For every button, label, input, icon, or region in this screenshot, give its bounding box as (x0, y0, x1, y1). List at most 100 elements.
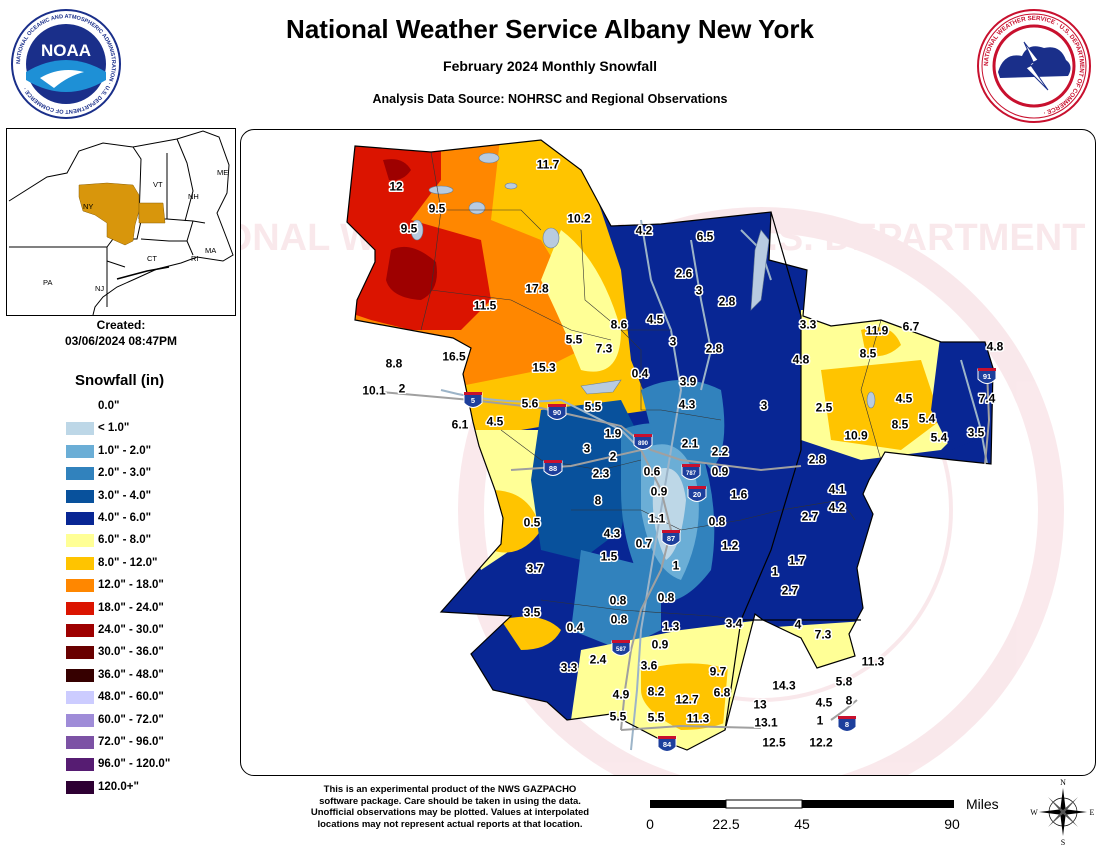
legend-label: 96.0" - 120.0" (98, 758, 171, 771)
observation-label: 4 (795, 618, 802, 632)
legend-swatch (66, 646, 94, 660)
legend-item: 120.0+" (66, 777, 226, 799)
observation-label: 5.4 (919, 412, 936, 426)
observation-label: 1 (772, 565, 779, 579)
observation-label: 9.7 (710, 665, 727, 679)
observation-label: 0.9 (651, 485, 668, 499)
observation-label: 8.5 (860, 347, 877, 361)
legend-item: 96.0" - 120.0" (66, 754, 226, 776)
observation-label: 3.5 (524, 606, 541, 620)
observation-label: 2.4 (590, 653, 607, 667)
legend-label: 6.0" - 8.0" (98, 534, 152, 547)
observation-label: 9.5 (401, 222, 418, 236)
observation-label: 17.8 (525, 282, 549, 296)
observation-label: 3.4 (726, 617, 743, 631)
disclaimer: This is an experimental product of the N… (282, 784, 618, 830)
lakes (410, 152, 876, 409)
snowfall-map-panel: NATIONAL WEATHER SERVICE · U.S. DEPARTME… (240, 129, 1096, 776)
observation-label: 1.6 (731, 488, 748, 502)
observation-label: 11.7 (537, 158, 560, 172)
legend-label: 120.0+" (98, 780, 139, 793)
legend-item: 36.0" - 48.0" (66, 665, 226, 687)
observation-label: 2.7 (802, 510, 819, 524)
observation-label: 0.8 (709, 515, 726, 529)
observation-label: 3 (670, 335, 677, 349)
inset-label-ny: NY (83, 202, 93, 211)
observation-label: 7.3 (596, 342, 613, 356)
map-subtitle: February 2024 Monthly Snowfall (443, 58, 657, 74)
highway-shield-i5: 5 (463, 392, 483, 408)
observation-label: 11.3 (862, 655, 885, 669)
legend-label: 24.0" - 30.0" (98, 624, 164, 636)
observation-label: 0.4 (632, 367, 649, 381)
observation-label: 0.8 (610, 594, 627, 608)
scale-tick-label: 0 (646, 816, 654, 832)
inset-label-ct: CT (147, 254, 157, 263)
observation-label: 4.8 (793, 353, 810, 367)
observation-label: 16.5 (442, 350, 466, 364)
observation-label: 10.9 (844, 429, 868, 443)
legend-label: 60.0" - 72.0" (98, 713, 164, 726)
inset-label-me: ME (217, 168, 228, 177)
observation-label: 6.7 (903, 320, 920, 334)
observation-label: 5.6 (522, 397, 539, 411)
highway-shield-label: 587 (616, 647, 627, 653)
disclaimer-line: Unofficial observations may be plotted. … (310, 807, 590, 819)
observation-label: 2 (610, 450, 617, 464)
observation-label: 10.2 (567, 212, 591, 226)
observation-label: 2.8 (809, 453, 826, 467)
legend-label: 8.0" - 12.0" (98, 556, 158, 569)
observation-label: 4.3 (604, 527, 621, 541)
legend-title: Snowfall (in) (75, 372, 165, 389)
inset-label-vt: VT (153, 180, 163, 189)
legend-swatch (66, 601, 94, 615)
observation-label: 4.3 (679, 398, 696, 412)
compass-rose-icon: N S E W (1030, 778, 1094, 846)
observation-label: 0.8 (658, 591, 675, 605)
observation-label: 3 (584, 442, 591, 456)
legend-label: 36.0" - 48.0" (98, 668, 164, 681)
legend-item: 2.0" - 3.0" (66, 463, 226, 485)
observation-label: 1.2 (722, 539, 739, 553)
legend-item: 1.0" - 2.0" (66, 441, 226, 463)
compass-w: W (1030, 808, 1038, 817)
highway-shield-i90: 90 (547, 404, 567, 420)
observation-label: 4.5 (647, 313, 664, 327)
observation-label: 8.2 (648, 685, 665, 699)
observation-label: 2.5 (816, 401, 833, 415)
observation-label: 6.1 (452, 418, 469, 432)
legend-label: 30.0" - 36.0" (98, 646, 164, 659)
observation-label: 13.1 (754, 716, 778, 730)
observation-label: 8 (846, 694, 853, 708)
observation-label: 1.3 (663, 620, 680, 634)
observation-label: 6.5 (697, 230, 714, 244)
observation-label: 5.8 (836, 675, 853, 689)
legend-swatch (66, 534, 94, 548)
highway-shield-label: 890 (638, 441, 649, 447)
observation-label: 3.7 (527, 562, 544, 576)
scale-segment (725, 799, 803, 809)
snowfall-map: NATIONAL WEATHER SERVICE · U.S. DEPARTME… (241, 139, 1095, 775)
legend-label: < 1.0" (98, 422, 130, 435)
observation-label: 14.3 (772, 679, 796, 693)
observation-label: 10.1 (362, 384, 386, 398)
observation-label: 6.8 (714, 686, 731, 700)
observation-label: 3 (696, 284, 703, 298)
observation-label: 1 (817, 714, 824, 728)
legend-label: 12.0" - 18.0" (98, 579, 164, 592)
observation-label: 4.2 (829, 501, 846, 515)
compass-s: S (1061, 838, 1065, 846)
observation-label: 8.5 (892, 418, 909, 432)
legend-swatch (66, 400, 94, 413)
observation-label: 0.8 (611, 613, 628, 627)
legend-item: 30.0" - 36.0" (66, 642, 226, 664)
highway-shield-label: 5 (471, 396, 475, 405)
legend-label: 2.0" - 3.0" (98, 467, 152, 480)
highway-shield-i890: 890 (633, 434, 653, 450)
disclaimer-line: locations may not represent actual repor… (317, 818, 583, 830)
observation-label: 7.3 (815, 628, 832, 642)
observation-label: 3.9 (680, 375, 697, 389)
observation-label: 15.3 (532, 361, 556, 375)
legend-item: 72.0" - 96.0" (66, 732, 226, 754)
